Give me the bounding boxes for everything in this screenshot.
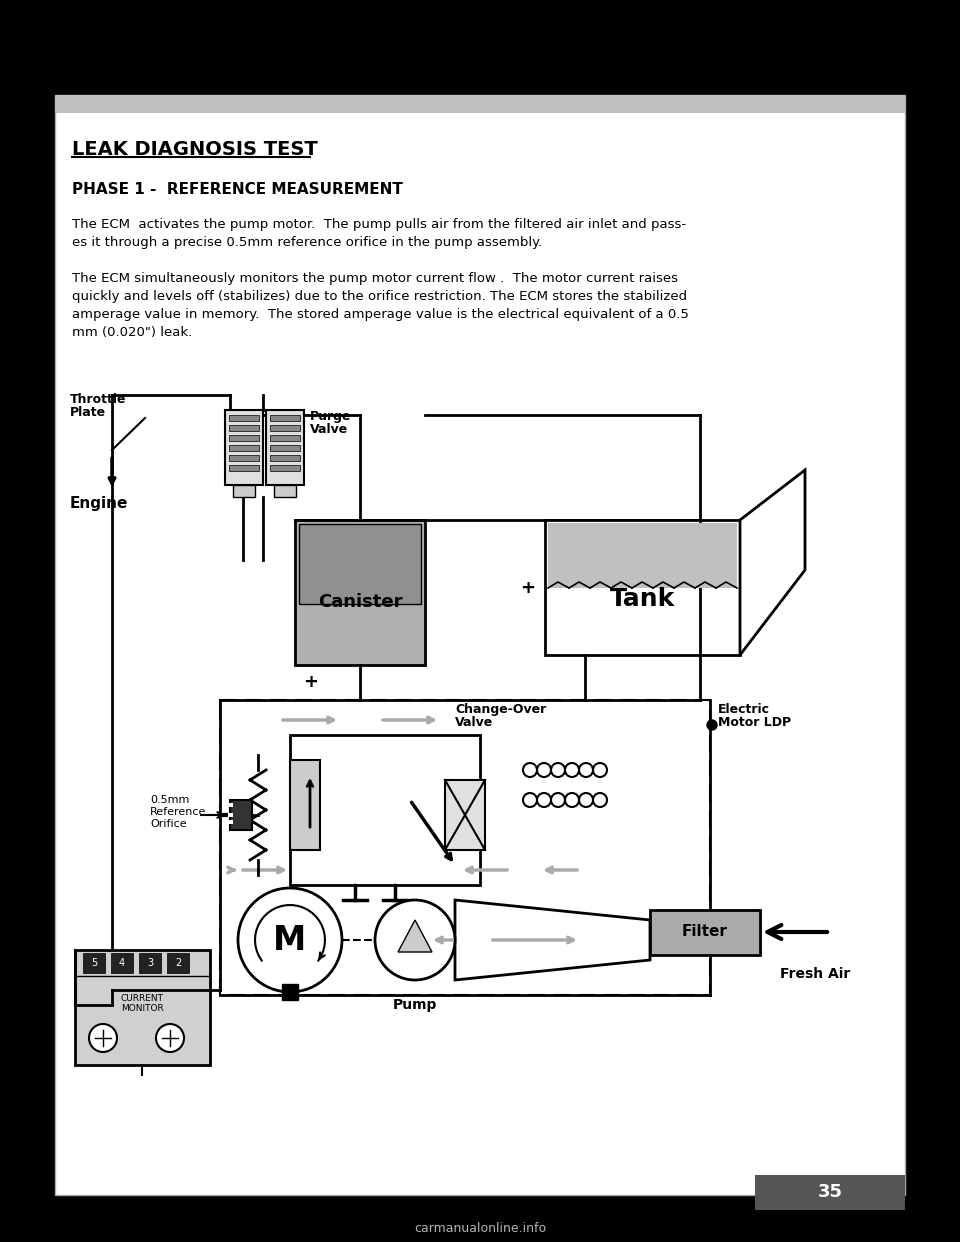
- Bar: [755, 1175, 905, 1210]
- Bar: [229, 435, 259, 441]
- Text: Reference: Reference: [150, 807, 206, 817]
- Text: Valve: Valve: [310, 424, 348, 436]
- Bar: [295, 520, 425, 664]
- Bar: [55, 94, 905, 113]
- Bar: [229, 415, 259, 421]
- Bar: [650, 910, 760, 955]
- Polygon shape: [398, 920, 432, 953]
- Polygon shape: [455, 900, 650, 980]
- Text: The ECM  activates the pump motor.  The pump pulls air from the filtered air inl: The ECM activates the pump motor. The pu…: [72, 219, 686, 231]
- Text: LEAK DIAGNOSIS TEST: LEAK DIAGNOSIS TEST: [72, 140, 318, 159]
- Text: 4: 4: [119, 958, 125, 968]
- Text: CURRENT: CURRENT: [121, 994, 163, 1004]
- Bar: [228, 820, 233, 823]
- Text: The ECM simultaneously monitors the pump motor current flow .  The motor current: The ECM simultaneously monitors the pump…: [72, 272, 678, 284]
- Text: Tank: Tank: [610, 587, 675, 611]
- Bar: [270, 435, 300, 441]
- Bar: [139, 953, 161, 972]
- Bar: [299, 524, 421, 604]
- Text: mm (0.020") leak.: mm (0.020") leak.: [72, 325, 192, 339]
- Text: es it through a precise 0.5mm reference orifice in the pump assembly.: es it through a precise 0.5mm reference …: [72, 236, 542, 248]
- Bar: [167, 953, 189, 972]
- Bar: [225, 410, 263, 484]
- Bar: [75, 950, 210, 1064]
- Bar: [228, 804, 233, 807]
- Bar: [274, 484, 296, 497]
- Text: Electric: Electric: [718, 703, 770, 715]
- Bar: [229, 465, 259, 471]
- Bar: [233, 484, 255, 497]
- Text: carmanualonline.info: carmanualonline.info: [414, 1221, 546, 1235]
- Circle shape: [156, 1023, 184, 1052]
- Text: 2: 2: [175, 958, 181, 968]
- Bar: [290, 760, 320, 850]
- Text: Fresh Air: Fresh Air: [780, 968, 851, 981]
- Text: 3: 3: [147, 958, 153, 968]
- Text: M: M: [274, 924, 306, 956]
- Bar: [83, 953, 105, 972]
- Text: Orifice: Orifice: [150, 818, 186, 828]
- Bar: [270, 455, 300, 461]
- Circle shape: [375, 900, 455, 980]
- Bar: [290, 735, 480, 886]
- Circle shape: [238, 888, 342, 992]
- Text: Valve: Valve: [455, 715, 493, 729]
- Bar: [266, 410, 304, 484]
- Text: Filter: Filter: [682, 924, 728, 939]
- Text: Engine: Engine: [70, 496, 129, 510]
- Bar: [228, 814, 233, 817]
- Bar: [55, 94, 905, 1195]
- Bar: [282, 984, 298, 1000]
- Bar: [230, 800, 252, 830]
- Text: Plate: Plate: [70, 406, 107, 419]
- Circle shape: [89, 1023, 117, 1052]
- Text: 5: 5: [91, 958, 97, 968]
- Circle shape: [707, 720, 717, 730]
- Bar: [111, 953, 133, 972]
- Text: Throttle: Throttle: [70, 392, 127, 406]
- Text: Purge: Purge: [310, 410, 351, 424]
- Bar: [445, 780, 485, 850]
- Bar: [270, 465, 300, 471]
- Bar: [270, 415, 300, 421]
- Text: Canister: Canister: [318, 592, 402, 611]
- Text: 35: 35: [818, 1182, 843, 1201]
- Text: 0.5mm: 0.5mm: [150, 795, 189, 805]
- Polygon shape: [740, 469, 805, 655]
- Text: amperage value in memory.  The stored amperage value is the electrical equivalen: amperage value in memory. The stored amp…: [72, 308, 689, 320]
- Bar: [220, 700, 710, 995]
- Bar: [229, 455, 259, 461]
- Text: +: +: [520, 579, 535, 597]
- Bar: [229, 445, 259, 451]
- Text: Change-Over: Change-Over: [455, 703, 546, 715]
- Bar: [270, 445, 300, 451]
- Text: Motor LDP: Motor LDP: [718, 715, 791, 729]
- Bar: [545, 520, 740, 655]
- Text: PHASE 1 -  REFERENCE MEASUREMENT: PHASE 1 - REFERENCE MEASUREMENT: [72, 183, 403, 197]
- Text: MONITOR: MONITOR: [121, 1004, 163, 1013]
- Bar: [270, 425, 300, 431]
- Text: quickly and levels off (stabilizes) due to the orifice restriction. The ECM stor: quickly and levels off (stabilizes) due …: [72, 289, 687, 303]
- Bar: [548, 523, 737, 587]
- Text: +: +: [303, 673, 318, 691]
- Bar: [229, 425, 259, 431]
- Text: Pump: Pump: [393, 999, 437, 1012]
